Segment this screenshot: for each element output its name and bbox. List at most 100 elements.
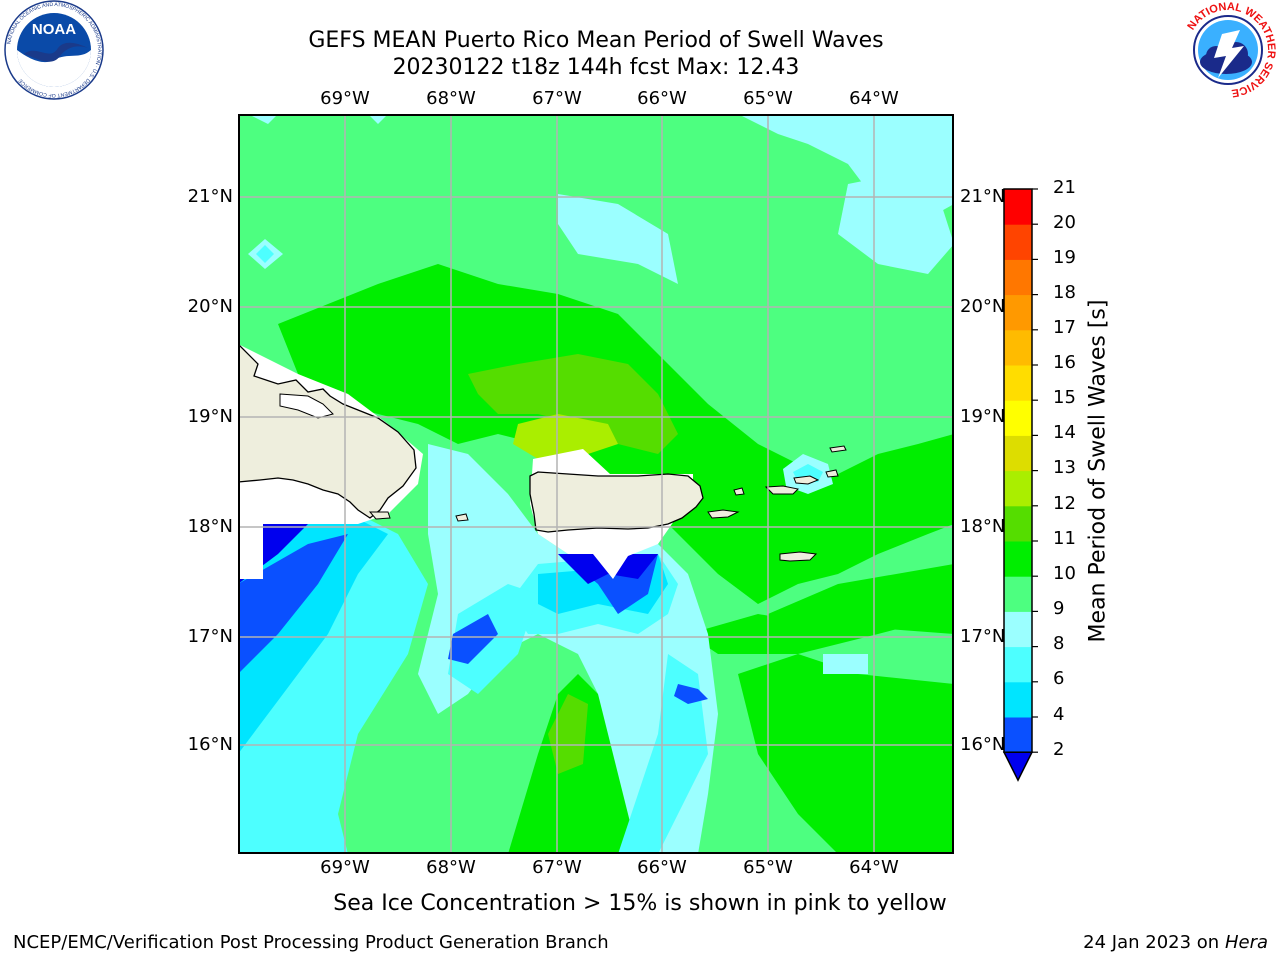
colorbar-tick-label: 6: [1053, 668, 1065, 689]
colorbar-segment: [1004, 189, 1032, 225]
field-2-4s: [674, 684, 708, 704]
colorbar-segment: [1004, 435, 1032, 472]
field-8-9s: [838, 174, 954, 274]
field-8-9s: [823, 654, 868, 674]
field-8-9s: [368, 114, 388, 124]
lon-label-bottom: 69°W: [320, 857, 370, 878]
field-10-11s: [768, 564, 954, 644]
footer-date-text: 24 Jan 2023 on: [1083, 932, 1225, 953]
mona-island: [455, 513, 469, 522]
noaa-logo-text: NOAA: [32, 21, 76, 38]
lon-label-top: 69°W: [320, 88, 370, 109]
field-11-12s: [468, 354, 678, 454]
colorbar-segment: [1004, 646, 1032, 683]
title-line-2: 20230122 t18z 144h fcst Max: 12.43: [392, 55, 800, 80]
culebra: [733, 487, 745, 496]
colorbar-tick-label: 12: [1053, 493, 1076, 514]
lon-label-top: 67°W: [532, 88, 582, 109]
colorbar-segment: [1004, 505, 1032, 542]
colorbar-tick-label: 13: [1053, 457, 1076, 478]
colorbar-ticks: [1032, 188, 1038, 753]
field-6-8s: [618, 654, 708, 854]
colorbar-tick-label: 9: [1053, 598, 1065, 619]
lon-label-top: 68°W: [426, 88, 476, 109]
colorbar-segment: [1004, 365, 1032, 401]
field-12-13s: [513, 414, 618, 459]
colorbar-tick-label: 18: [1053, 282, 1076, 303]
footer-date: 24 Jan 2023 on Hera: [1083, 932, 1268, 953]
field-11-12s: [548, 694, 588, 774]
field-8-9s: [418, 444, 718, 854]
title-line-1: GEFS MEAN Puerto Rico Mean Period of Swe…: [308, 28, 884, 53]
colorbar-segment: [1004, 224, 1032, 260]
lat-label-left: 18°N: [187, 516, 233, 537]
colorbar-segments: [1002, 188, 1034, 782]
colorbar-segment: [1004, 717, 1032, 753]
sea-ice-note: Sea Ice Concentration > 15% is shown in …: [333, 891, 947, 916]
hispaniola: [238, 343, 417, 519]
noaa-logo: NOAA NATIONAL OCEANIC AND ATMOSPHERIC AD…: [2, 0, 106, 104]
colorbar-segment: [1004, 611, 1032, 648]
lat-label-left: 21°N: [187, 186, 233, 207]
land-mask: [238, 524, 263, 579]
lat-label-right: 20°N: [960, 296, 1006, 317]
field-2-4s: [238, 534, 348, 674]
colorbar-tick-label: 16: [1053, 352, 1076, 373]
colorbar-segment: [1004, 681, 1032, 718]
colorbar-tick-label: 19: [1053, 247, 1076, 268]
lat-label-right: 17°N: [960, 626, 1006, 647]
lat-label-left: 20°N: [187, 296, 233, 317]
lat-label-left: 16°N: [187, 734, 233, 755]
field-2-4s: [448, 614, 498, 664]
lat-label-right: 16°N: [960, 734, 1006, 755]
field-8-9s: [248, 114, 278, 124]
colorbar-segment: [1004, 329, 1032, 366]
colorbar-tick-label: 2: [1053, 739, 1065, 760]
colorbar-tick-label: 10: [1053, 563, 1076, 584]
st-thomas-st-john: [764, 485, 800, 495]
colorbar-extend-min: [1002, 751, 1034, 782]
lon-label-bottom: 68°W: [426, 857, 476, 878]
colorbar-tick-label: 20: [1053, 212, 1076, 233]
colorbar-tick-label: 17: [1053, 317, 1076, 338]
colorbar-segment: [1004, 541, 1032, 577]
map-frame: [238, 114, 954, 854]
colorbar-segment: [1004, 259, 1032, 296]
colorbar-segment: [1004, 576, 1032, 612]
saona-island: [368, 511, 391, 520]
lat-label-right: 21°N: [960, 186, 1006, 207]
samana-bay: [279, 393, 334, 419]
lon-label-bottom: 65°W: [743, 857, 793, 878]
nws-logo: NATIONAL WEATHER SERVICE: [1178, 0, 1278, 104]
colorbar-title: Mean Period of Swell Waves [s]: [1085, 299, 1111, 643]
field-6-8s: [256, 245, 274, 263]
field-10-11s: [738, 654, 954, 854]
footer-host: Hera: [1224, 932, 1268, 953]
colorbar-segment: [1004, 294, 1032, 331]
puerto-rico: [529, 471, 704, 533]
field-8-9s: [558, 194, 678, 284]
lon-label-bottom: 66°W: [637, 857, 687, 878]
footer-credit: NCEP/EMC/Verification Post Processing Pr…: [13, 932, 609, 953]
graticule: [238, 114, 954, 854]
colorbar-tick-label: 15: [1053, 387, 1076, 408]
tortola: [793, 475, 820, 485]
lon-label-top: 66°W: [637, 88, 687, 109]
colorbar-tick-label: 11: [1053, 528, 1076, 549]
colorbar: [1002, 188, 1038, 782]
anegada: [829, 445, 847, 453]
colorbar-tick-label: 21: [1053, 177, 1076, 198]
lon-label-top: 65°W: [743, 88, 793, 109]
colorbar-segment: [1004, 470, 1032, 507]
colorbar-tick-label: 14: [1053, 422, 1076, 443]
lon-label-bottom: 64°W: [849, 857, 899, 878]
swell-period-map: [238, 114, 954, 854]
colorbar-tick-label: 8: [1053, 633, 1065, 654]
lon-label-bottom: 67°W: [532, 857, 582, 878]
vieques: [707, 509, 740, 519]
lat-label-left: 19°N: [187, 406, 233, 427]
colorbar-segment: [1004, 400, 1032, 436]
colorbar-tick-label: 4: [1053, 704, 1065, 725]
lat-label-right: 18°N: [960, 516, 1006, 537]
lat-label-left: 17°N: [187, 626, 233, 647]
